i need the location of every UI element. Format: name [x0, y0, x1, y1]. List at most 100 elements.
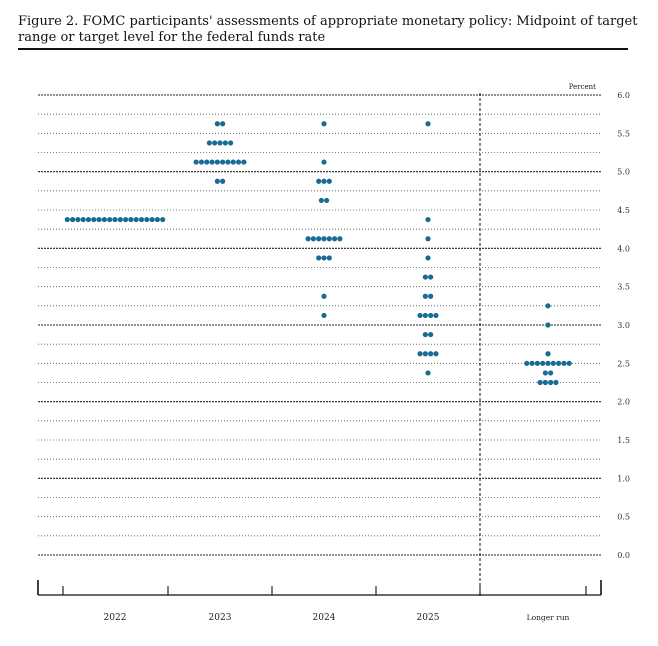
participant-dot: [112, 216, 118, 223]
participant-dot: [193, 159, 199, 165]
y-tick-label: 4.0: [617, 244, 630, 253]
participant-dot: [123, 216, 129, 223]
participant-dot: [553, 379, 559, 386]
participant-dot: [209, 159, 215, 165]
participant-dot: [228, 140, 234, 146]
participant-dot: [321, 312, 327, 319]
participant-dot: [540, 360, 546, 366]
participant-dot: [101, 216, 107, 223]
participant-dot: [524, 360, 530, 366]
x-tick-label: 2022: [104, 613, 127, 623]
participant-dot: [133, 216, 139, 223]
participant-dot: [548, 370, 554, 376]
participant-dot: [566, 360, 572, 366]
participant-dot: [220, 178, 226, 184]
participant-dot: [321, 293, 327, 299]
participant-dot: [96, 216, 102, 223]
participant-dot: [417, 312, 423, 319]
participant-dot: [230, 159, 236, 165]
participant-dot: [425, 216, 431, 223]
participant-dot: [337, 236, 343, 242]
participant-dot: [422, 274, 428, 280]
participant-dot: [321, 255, 327, 261]
participant-dot: [542, 370, 548, 376]
participant-dot: [225, 159, 231, 165]
participant-dot: [326, 236, 332, 242]
participant-dot: [206, 140, 212, 146]
participant-dot: [428, 331, 434, 338]
participant-dot: [542, 379, 548, 386]
participant-dot: [548, 379, 554, 386]
y-tick-label: 0.5: [617, 513, 630, 522]
participant-dot: [198, 159, 205, 165]
y-axis-label: Percent: [569, 83, 596, 91]
participant-dot: [545, 351, 551, 357]
figure-title: Figure 2. FOMC participants' assessments…: [18, 14, 638, 45]
participant-dot: [318, 197, 324, 204]
participant-dot: [428, 293, 434, 299]
participant-dot: [214, 159, 220, 165]
participant-dot: [235, 159, 242, 165]
participant-dot: [305, 236, 311, 242]
participant-dot: [212, 140, 218, 146]
participant-dot: [241, 159, 247, 165]
participant-dot: [545, 303, 551, 309]
y-tick-label: 6.0: [617, 91, 630, 100]
y-tick-label: 3.0: [617, 321, 630, 330]
participant-dot: [425, 236, 431, 242]
participant-dot: [332, 236, 338, 242]
x-tick-label: 2023: [209, 613, 232, 623]
participant-dot: [321, 236, 327, 242]
y-tick-label: 1.0: [617, 474, 630, 483]
participant-dot: [80, 216, 86, 223]
participant-dot: [561, 360, 567, 366]
x-tick-label: 2024: [313, 613, 336, 623]
participant-dot: [75, 216, 81, 223]
participant-dot: [107, 216, 113, 223]
participant-dot: [310, 236, 316, 242]
participant-dot: [222, 140, 228, 146]
participant-dot: [428, 351, 434, 357]
participant-dot: [138, 216, 145, 223]
x-tick-label: 2025: [417, 613, 440, 623]
participant-dot: [428, 274, 434, 280]
participant-dot: [117, 216, 123, 223]
participant-dot: [534, 360, 541, 366]
participant-dot: [550, 360, 556, 366]
participant-dot: [321, 178, 327, 184]
participant-dot: [433, 312, 439, 319]
y-tick-label: 1.5: [617, 436, 630, 445]
y-tick-label: 5.0: [617, 168, 630, 177]
participant-dot: [425, 255, 431, 261]
y-tick-label: 2.0: [617, 398, 630, 407]
participant-dot: [537, 379, 543, 386]
participant-dot: [422, 331, 428, 338]
participant-dot: [316, 255, 322, 261]
participant-dot: [85, 216, 92, 223]
y-tick-label: 3.5: [617, 283, 630, 292]
x-tick-label: Longer run: [527, 613, 570, 622]
y-tick-label: 2.5: [617, 359, 630, 368]
participant-dot: [128, 216, 134, 223]
participant-dot: [214, 178, 220, 184]
participant-dot: [321, 121, 327, 127]
participant-dot: [326, 255, 332, 261]
participant-dot: [417, 351, 423, 357]
participant-dot: [425, 121, 431, 127]
y-tick-label: 0.0: [617, 551, 630, 560]
title-rule: [18, 48, 628, 50]
participant-dot: [529, 360, 535, 366]
participant-dot: [144, 216, 150, 223]
participant-dot: [422, 351, 428, 357]
participant-dot: [204, 159, 210, 165]
participant-dot: [316, 178, 322, 184]
participant-dot: [556, 360, 562, 366]
participant-dot: [220, 159, 226, 165]
participant-dot: [321, 159, 327, 165]
participant-dot: [70, 216, 76, 223]
participant-dot: [214, 121, 220, 127]
participant-dot: [545, 322, 551, 328]
participant-dot: [422, 312, 428, 319]
participant-dot: [160, 216, 166, 223]
